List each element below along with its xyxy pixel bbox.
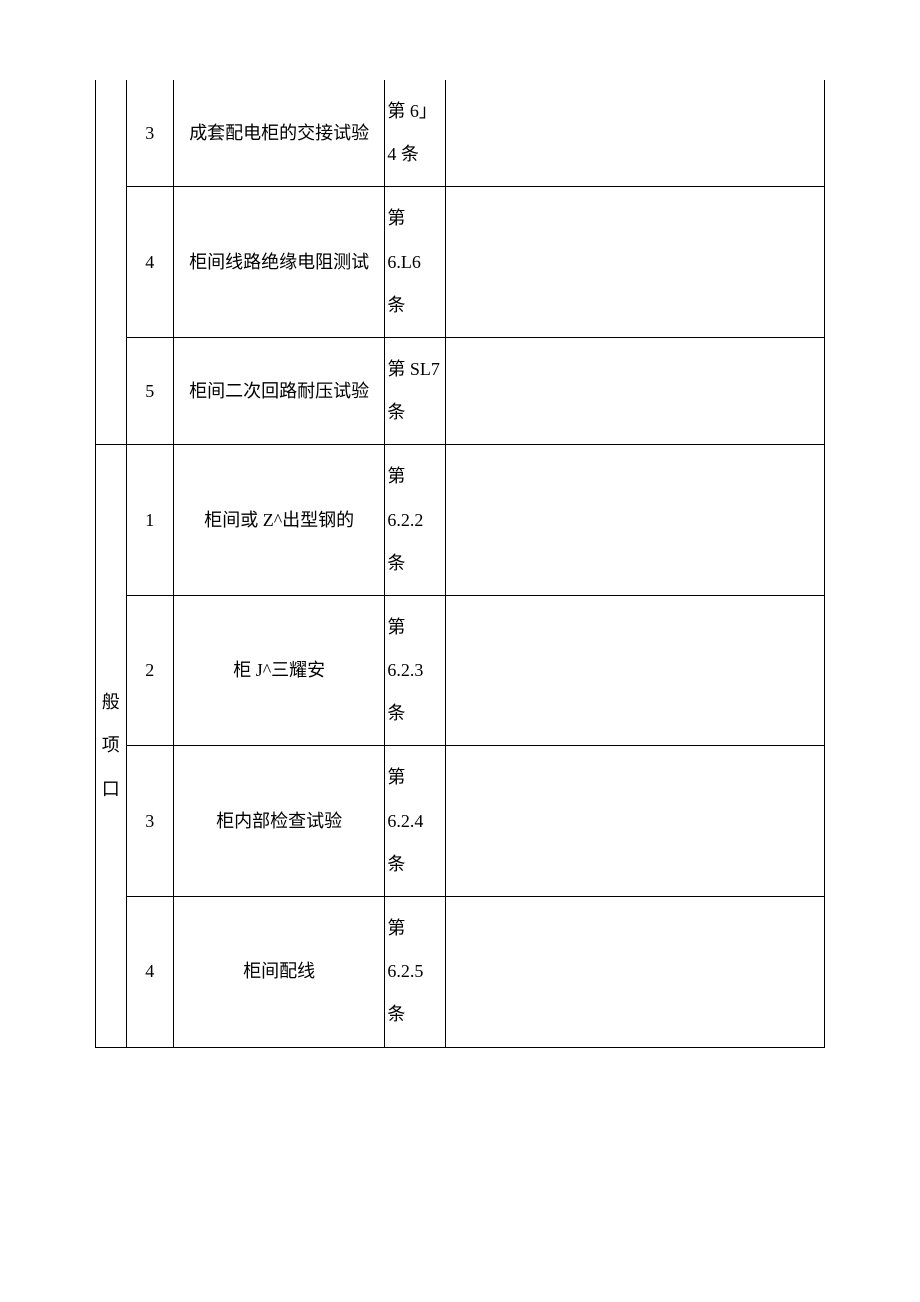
- row-desc: 柜间配线: [173, 897, 384, 1048]
- row-blank: [445, 445, 824, 596]
- table-row: 3 成套配电柜的交接试验 第 6」4 条: [96, 80, 825, 187]
- row-num: 3: [126, 80, 173, 187]
- row-num: 3: [126, 746, 173, 897]
- row-num: 4: [126, 897, 173, 1048]
- row-desc: 柜内部检查试验: [173, 746, 384, 897]
- row-desc: 柜间线路绝缘电阻测试: [173, 187, 384, 338]
- row-blank: [445, 595, 824, 746]
- row-ref: 第 6.2.3 条: [385, 595, 446, 746]
- row-ref: 第 SL7 条: [385, 337, 446, 444]
- row-ref: 第 6.L6 条: [385, 187, 446, 338]
- table-row: 3 柜内部检查试验 第 6.2.4 条: [96, 746, 825, 897]
- row-num: 1: [126, 445, 173, 596]
- table-row: 般项口 1 柜间或 Z^出型钢的 第 6.2.2 条: [96, 445, 825, 596]
- row-ref: 第 6.2.5 条: [385, 897, 446, 1048]
- table-row: 2 柜 J^三耀安 第 6.2.3 条: [96, 595, 825, 746]
- row-desc: 成套配电柜的交接试验: [173, 80, 384, 187]
- row-blank: [445, 746, 824, 897]
- table-row: 4 柜间线路绝缘电阻测试 第 6.L6 条: [96, 187, 825, 338]
- row-desc: 柜间或 Z^出型钢的: [173, 445, 384, 596]
- row-ref: 第 6.2.2 条: [385, 445, 446, 596]
- row-num: 4: [126, 187, 173, 338]
- table-row: 5 柜间二次回路耐压试验 第 SL7 条: [96, 337, 825, 444]
- row-num: 2: [126, 595, 173, 746]
- row-blank: [445, 897, 824, 1048]
- row-blank: [445, 187, 824, 338]
- section-a-label: [96, 80, 127, 445]
- row-blank: [445, 80, 824, 187]
- row-desc: 柜间二次回路耐压试验: [173, 337, 384, 444]
- row-ref: 第 6」4 条: [385, 80, 446, 187]
- table-row: 4 柜间配线 第 6.2.5 条: [96, 897, 825, 1048]
- row-blank: [445, 337, 824, 444]
- row-num: 5: [126, 337, 173, 444]
- inspection-table: 3 成套配电柜的交接试验 第 6」4 条 4 柜间线路绝缘电阻测试 第 6.L6…: [95, 80, 825, 1048]
- row-ref: 第 6.2.4 条: [385, 746, 446, 897]
- section-b-label: 般项口: [96, 445, 127, 1047]
- row-desc: 柜 J^三耀安: [173, 595, 384, 746]
